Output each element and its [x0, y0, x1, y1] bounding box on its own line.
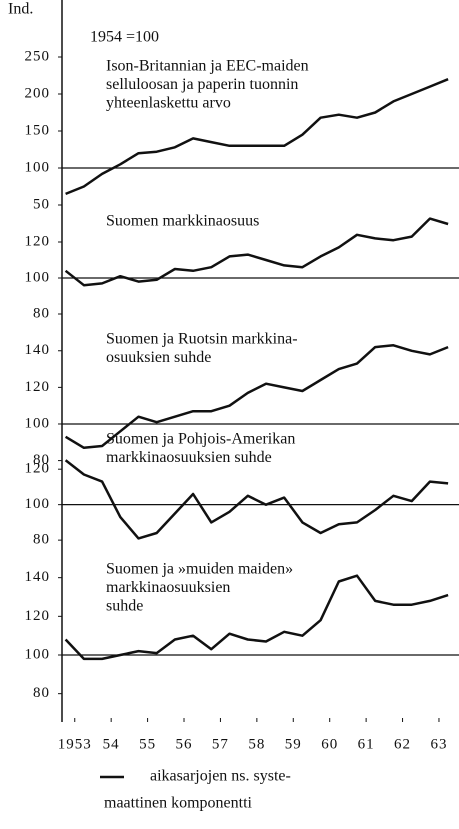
x-tick-label: 57	[212, 736, 229, 752]
y-tick-label: 120	[25, 379, 51, 395]
panel-title: markkinaosuuksien suhde	[106, 449, 272, 466]
y-tick-label: 250	[25, 48, 51, 64]
x-tick-label: 63	[430, 736, 447, 752]
series-line	[64, 459, 449, 540]
y-tick-label: 80	[33, 452, 50, 468]
y-tick-label: 140	[25, 342, 51, 358]
y-tick-label: 80	[33, 685, 50, 701]
annotation: 1954 =100	[90, 29, 159, 46]
x-tick-label: 58	[248, 736, 265, 752]
panel-title: osuuksien suhde	[106, 349, 211, 366]
y-axis-label: Ind.	[8, 1, 33, 18]
panel-title: Suomen ja Pohjois-Amerikan	[106, 431, 295, 448]
y-tick-label: 120	[25, 461, 51, 477]
y-tick-label: 120	[25, 608, 51, 624]
y-tick-label: 100	[25, 159, 51, 175]
panel-title: Ison-Britannian ja EEC-maiden	[106, 58, 309, 75]
x-tick-label: 56	[176, 736, 193, 752]
panel-title: Suomen ja Ruotsin markkina-	[106, 331, 298, 348]
series-line	[65, 78, 449, 196]
panel-title: suhde	[106, 598, 143, 615]
y-tick-label: 100	[25, 415, 51, 431]
x-tick-label: 62	[394, 736, 411, 752]
series-line	[64, 574, 449, 661]
x-tick-label: 55	[139, 736, 156, 752]
y-tick-label: 80	[33, 305, 50, 321]
series-line	[64, 344, 449, 450]
series-line	[64, 217, 449, 287]
y-tick-label: 50	[33, 196, 50, 212]
y-tick-label: 100	[25, 496, 51, 512]
legend-label: aikasarjojen ns. syste-	[150, 768, 291, 785]
y-tick-label: 100	[25, 269, 51, 285]
panel-title: Suomen ja »muiden maiden»	[106, 561, 293, 578]
x-tick-label: 1953	[58, 736, 92, 752]
y-tick-label: 100	[25, 646, 51, 662]
y-tick-label: 140	[25, 569, 51, 585]
x-tick-label: 59	[285, 736, 302, 752]
y-tick-label: 120	[25, 233, 51, 249]
legend-label: maattinen komponentti	[104, 795, 253, 812]
y-tick-label: 80	[33, 532, 50, 548]
panel-title: yhteenlaskettu arvo	[106, 95, 231, 112]
panel-title: selluloosan ja paperin tuonnin	[106, 76, 298, 93]
panel-title: Suomen markkinaosuus	[106, 213, 259, 230]
x-tick-label: 61	[358, 736, 375, 752]
x-tick-label: 54	[103, 736, 120, 752]
panel-title: markkinaosuuksien	[106, 579, 230, 596]
x-tick-label: 60	[321, 736, 338, 752]
y-tick-label: 150	[25, 122, 51, 138]
y-tick-label: 200	[25, 85, 51, 101]
